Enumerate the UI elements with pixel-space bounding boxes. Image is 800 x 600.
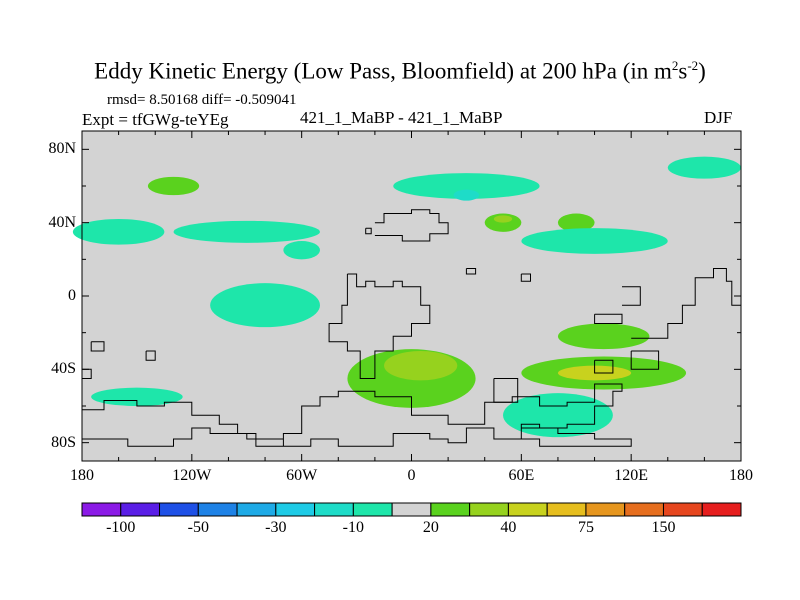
y-tick-label-0: 80N <box>48 140 76 158</box>
coastline-2 <box>374 209 449 242</box>
colorbar-swatch-3 <box>197 502 238 517</box>
colorbar-swatch-8 <box>391 502 432 517</box>
colorbar-swatch-0 <box>81 502 122 517</box>
field-region-12 <box>393 173 540 199</box>
field-layer <box>72 156 742 438</box>
title-exp2: -2 <box>687 58 699 73</box>
colorbar-label-3: -10 <box>342 519 364 536</box>
season-label: DJF <box>704 108 733 127</box>
colorbar-swatch-6 <box>314 502 354 517</box>
field-region-17 <box>667 156 742 179</box>
title-text: Eddy Kinetic Energy (Low Pass, Bloomfiel… <box>94 58 672 84</box>
colorbar-swatch-5 <box>275 502 316 517</box>
axis-ticks <box>81 131 742 461</box>
field-region-18 <box>453 189 480 201</box>
field-region-11 <box>521 228 668 254</box>
expt-label: Expt = tfGWg-teYEg <box>82 110 229 129</box>
x-tick-label-3: 0 <box>407 467 416 484</box>
colorbar-label-6: 75 <box>577 519 594 536</box>
colorbar-swatch-13 <box>585 502 626 517</box>
coastline-5 <box>622 286 641 306</box>
colorbar-swatch-4 <box>236 502 277 517</box>
colorbar-swatch-12 <box>546 502 587 517</box>
colorbar-swatch-10 <box>469 502 509 517</box>
y-tick-label-3: 40S <box>51 360 76 378</box>
field-region-14 <box>503 393 613 438</box>
colorbar-swatch-2 <box>159 502 199 517</box>
coastline-8 <box>594 359 614 374</box>
comparison-label: 421_1_MaBP - 421_1_MaBP <box>300 108 503 127</box>
field-region-7 <box>147 176 200 196</box>
field-region-6 <box>493 215 513 223</box>
coastline-7 <box>630 350 660 370</box>
colorbar-swatch-16 <box>701 502 742 517</box>
field-region-15 <box>91 387 183 407</box>
colorbar <box>81 502 742 517</box>
x-tick-label-4: 60E <box>508 467 535 484</box>
stats-line: rmsd= 8.50168 diff= -0.509041 <box>107 92 297 108</box>
coastline-11 <box>145 350 156 361</box>
y-tick-label-2: 0 <box>68 287 76 304</box>
colorbar-swatch-14 <box>624 502 664 517</box>
x-tick-label-5: 120E <box>614 467 649 484</box>
y-tick-label-4: 80S <box>51 433 76 451</box>
chart-title: Eddy Kinetic Energy (Low Pass, Bloomfiel… <box>0 58 800 85</box>
coastline-layer <box>82 209 741 447</box>
colorbar-swatch-11 <box>507 502 548 517</box>
colorbar-swatch-15 <box>662 502 703 517</box>
colorbar-swatch-7 <box>352 502 393 517</box>
title-exp1: 2 <box>671 58 679 73</box>
colorbar-swatch-9 <box>430 502 471 517</box>
colorbar-label-1: -50 <box>187 519 209 536</box>
colorbar-label-2: -30 <box>265 519 287 536</box>
coastline-4 <box>493 378 519 403</box>
x-tick-label-0: 180 <box>70 467 94 484</box>
field-region-1 <box>384 351 458 381</box>
field-region-2 <box>557 323 650 350</box>
field-region-10 <box>173 220 320 243</box>
coastline-0 <box>82 383 632 447</box>
colorbar-label-0: -100 <box>106 519 136 536</box>
colorbar-label-7: 150 <box>651 519 676 536</box>
coastline-3 <box>365 227 372 235</box>
field-region-8 <box>557 213 595 232</box>
title-unit: s <box>678 58 688 84</box>
colorbar-label-4: 20 <box>422 519 439 536</box>
coastline-12 <box>465 268 477 275</box>
field-region-9 <box>72 219 165 245</box>
x-tick-label-2: 60W <box>286 467 318 484</box>
coastline-10 <box>90 341 105 352</box>
title-end: ) <box>698 58 706 84</box>
x-tick-label-1: 120W <box>172 467 212 484</box>
field-region-16 <box>283 241 320 260</box>
y-tick-label-1: 40N <box>48 213 76 231</box>
coastline-13 <box>520 273 531 282</box>
field-region-13 <box>210 283 320 328</box>
x-tick-label-6: 180 <box>729 467 753 484</box>
colorbar-swatch-1 <box>120 502 161 517</box>
coastline-6 <box>631 268 741 339</box>
coastline-14 <box>594 313 623 324</box>
colorbar-label-5: 40 <box>500 519 517 536</box>
coastline-1 <box>328 273 431 379</box>
